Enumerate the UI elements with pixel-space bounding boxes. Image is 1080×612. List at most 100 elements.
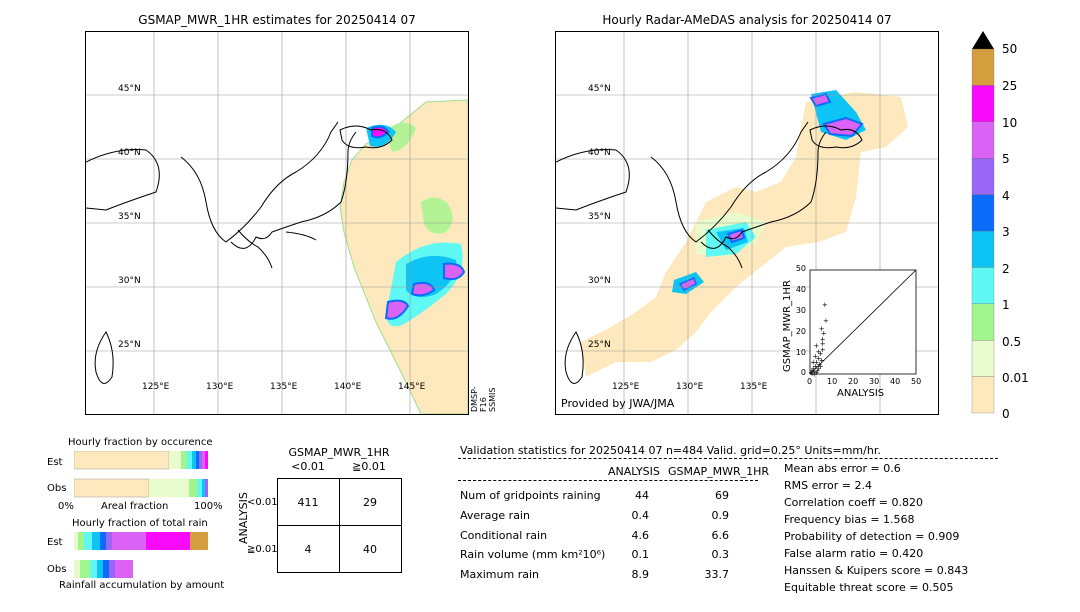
occurrence-est-bar-2 bbox=[187, 451, 192, 469]
scatter-xtick-20: 20 bbox=[848, 377, 859, 386]
occurrence-est-bar-25 bbox=[205, 451, 208, 469]
scatter-point: + bbox=[819, 356, 825, 364]
scatter-point: + bbox=[819, 325, 825, 333]
colorbar-label-5: 5 bbox=[1002, 152, 1010, 166]
occurrence-row-est: Est bbox=[47, 457, 63, 468]
scatter-points: +++++++++++++++++++++++++++ bbox=[808, 301, 829, 378]
score-mean-abs-error: Mean abs error = 0.6 bbox=[784, 462, 901, 475]
lat-label-30: 30°N bbox=[588, 276, 611, 286]
scatter-point: + bbox=[820, 340, 826, 348]
left-map-coastline bbox=[86, 121, 393, 384]
scatter-xtick-10: 10 bbox=[827, 377, 838, 386]
validation-col-rule bbox=[458, 480, 758, 481]
left-map-title: GSMAP_MWR_1HR estimates for 20250414 07 bbox=[138, 13, 416, 27]
total-rain-row-obs: Obs bbox=[47, 564, 67, 575]
scatter-xlabel: ANALYSIS bbox=[837, 388, 885, 399]
total-rain-est-2 bbox=[84, 532, 92, 550]
scatter-point: + bbox=[809, 367, 815, 375]
total-rain-bars bbox=[74, 532, 208, 578]
scatter-point: + bbox=[813, 369, 819, 377]
scatter-diagonal bbox=[809, 269, 917, 375]
right-map-title: Hourly Radar-AMeDAS analysis for 2025041… bbox=[602, 13, 892, 27]
colorbar-label-0.01: 0.01 bbox=[1002, 371, 1029, 385]
colorbar-segment bbox=[971, 85, 995, 122]
scatter-point: + bbox=[816, 348, 822, 356]
occurrence-axis-left: 0% bbox=[58, 501, 74, 512]
scatter-point: + bbox=[808, 369, 814, 377]
total-rain-obs-2 bbox=[90, 560, 97, 578]
scatter-xtick-40: 40 bbox=[890, 377, 901, 386]
left-lat-label-40: 40°N bbox=[118, 148, 141, 158]
rain-area-magenta-3 bbox=[410, 281, 436, 297]
right-map: + + + + + + + + + + + + + + + + + + + + + + + + + + + 45°N 40°N 35… bbox=[555, 31, 939, 415]
scatter-point: + bbox=[809, 370, 815, 378]
colorbar-label-3: 3 bbox=[1002, 225, 1010, 239]
contingency-col-lt: <0.01 bbox=[291, 460, 325, 473]
validation-col-analysis: ANALYSIS bbox=[608, 465, 660, 478]
scatter-point: + bbox=[812, 363, 818, 371]
total-rain-est-3 bbox=[92, 532, 100, 550]
left-lat-label-25: 25°N bbox=[118, 340, 141, 350]
colorbar-segment bbox=[971, 267, 995, 304]
occurrence-est-bar-1 bbox=[181, 451, 187, 469]
occurrence-est-bar-10 bbox=[202, 451, 205, 469]
occurrence-est-bar-5 bbox=[199, 451, 202, 469]
colorbar-segment bbox=[971, 230, 995, 268]
left-lat-label-30: 30°N bbox=[118, 276, 141, 286]
validation-col-gsmap: GSMAP_MWR_1HR bbox=[668, 465, 770, 478]
total-rain-est-50 bbox=[190, 532, 208, 550]
colorbar-segment bbox=[971, 340, 995, 377]
validation-row-label: Maximum rain bbox=[460, 568, 539, 581]
colorbar-segment bbox=[971, 194, 995, 232]
validation-row-analysis: 0.4 bbox=[631, 509, 650, 522]
scatter-point: + bbox=[822, 301, 828, 309]
scatter-point: + bbox=[820, 336, 826, 344]
total-rain-est-5 bbox=[106, 532, 112, 550]
occurrence-est-bar-4 bbox=[196, 451, 199, 469]
left-map-canvas bbox=[86, 32, 468, 414]
lon-label-135: 135°E bbox=[740, 382, 768, 392]
scatter-point: + bbox=[814, 367, 820, 375]
scatter-point: + bbox=[817, 361, 823, 369]
validation-row-gsmap: 69 bbox=[715, 489, 729, 502]
lat-label-45: 45°N bbox=[588, 84, 611, 94]
validation-row-gsmap: 0.3 bbox=[711, 548, 730, 561]
scatter-point: + bbox=[820, 346, 826, 354]
validation-row-gsmap: 6.6 bbox=[711, 529, 730, 542]
validation-row-label: Rain volume (mm km²10⁶) bbox=[460, 548, 606, 561]
right-map-coastline bbox=[556, 121, 863, 384]
occurrence-axis-right: 100% bbox=[194, 501, 223, 512]
left-lat-label-35: 35°N bbox=[118, 212, 141, 222]
total-rain-obs-3 bbox=[97, 560, 103, 578]
total-rain-obs-light bbox=[74, 560, 80, 578]
left-lat-label-45: 45°N bbox=[118, 84, 141, 94]
colorbar-segment bbox=[971, 376, 995, 414]
occurrence-obs-bar-dry bbox=[74, 478, 150, 498]
left-lon-label-145: 145°E bbox=[398, 382, 426, 392]
scatter-point: + bbox=[811, 368, 817, 376]
validation-header-rule bbox=[458, 458, 998, 459]
score-frequency-bias: Frequency bias = 1.568 bbox=[784, 513, 915, 526]
total-rain-footer: Rainfall accumulation by amount bbox=[59, 580, 225, 591]
lat-label-35: 35°N bbox=[588, 212, 611, 222]
scatter-ytick-50: 50 bbox=[795, 264, 806, 273]
occurrence-axis-mid: Areal fraction bbox=[101, 501, 169, 512]
colorbar-segment bbox=[971, 303, 995, 341]
score-correlation: Correlation coeff = 0.820 bbox=[784, 496, 923, 509]
total-rain-obs-4 bbox=[103, 560, 109, 578]
scatter-ytick-30: 30 bbox=[795, 306, 806, 315]
colorbar-segment bbox=[971, 121, 995, 159]
colorbar-segment bbox=[971, 158, 995, 195]
rain-area-green-1 bbox=[421, 197, 453, 234]
scatter-point: + bbox=[821, 329, 827, 337]
score-far: False alarm ratio = 0.420 bbox=[784, 547, 924, 560]
radar-area-north-magenta bbox=[822, 116, 864, 138]
scatter-ytick-40: 40 bbox=[795, 285, 806, 294]
rain-area-magenta-2 bbox=[384, 299, 410, 320]
contingency-cell-21: 4 bbox=[304, 543, 312, 556]
contingency-title: GSMAP_MWR_1HR bbox=[288, 446, 390, 459]
lat-label-25: 25°N bbox=[588, 340, 611, 350]
occurrence-bars bbox=[74, 451, 208, 498]
contingency-cell-12: 29 bbox=[363, 496, 377, 509]
right-map-canvas: +++++++++++++++++++++++++++ bbox=[556, 32, 938, 414]
